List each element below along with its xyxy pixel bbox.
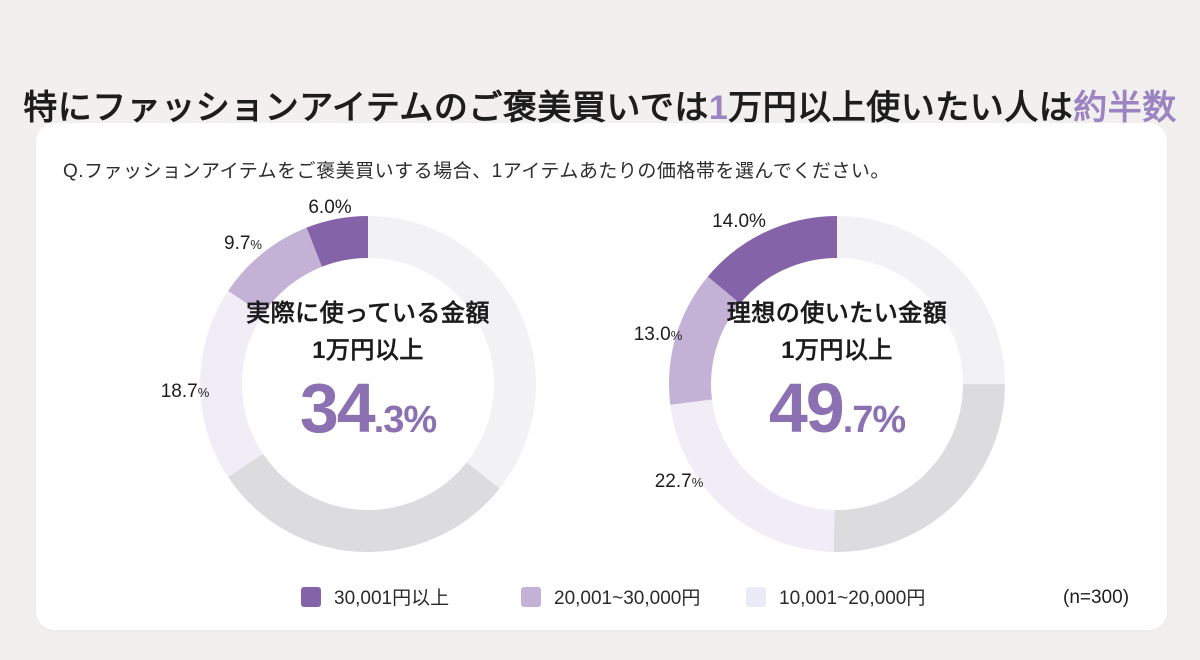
- callout-actual-30001: 6.0%: [308, 197, 352, 218]
- donut-chart-actual: [200, 216, 536, 552]
- legend-swatch-10001: [746, 586, 766, 607]
- donut-actual-subtitle: 1万円以上: [312, 337, 424, 364]
- donut-actual-value: 34.3%: [299, 369, 437, 447]
- donut-ideal-subtitle: 1万円以上: [781, 337, 893, 364]
- legend-item-20001: 20,001~30,000円: [521, 583, 700, 610]
- title-accent-1: 1: [708, 88, 729, 127]
- callout-ideal-30001: 14.0%: [712, 211, 766, 232]
- callout-ideal-10001: 22.7%: [654, 471, 704, 492]
- title-text-2: 万円以上使いたい人は: [728, 88, 1074, 127]
- page-title: 特にファッションアイテムのご褒美買いでは1万円以上使いたい人は約半数: [0, 80, 1200, 129]
- legend-label-30001: 30,001円以上: [334, 588, 450, 609]
- donut-ideal-center: 理想の使いたい金額 1万円以上 49.7%: [727, 295, 948, 465]
- donut-actual-title: 実際に使っている金額: [246, 300, 490, 327]
- question-text: Q.ファッションアイテムをご褒美買いする場合、1アイテムあたりの価格帯を選んでく…: [63, 161, 890, 182]
- legend-item-30001: 30,001円以上: [301, 583, 449, 610]
- title-text-1: 特にファッションアイテムのご褒美買いでは: [23, 88, 709, 127]
- donut-ideal-title: 理想の使いたい金額: [726, 300, 948, 327]
- legend-label-10001: 10,001~20,000円: [779, 588, 926, 609]
- callout-ideal-20001: 13.0%: [633, 324, 683, 345]
- legend-label-20001: 20,001~30,000円: [554, 588, 701, 609]
- donut-actual-center: 実際に使っている金額 1万円以上 34.3%: [246, 295, 490, 465]
- donut-chart-ideal: [669, 216, 1005, 552]
- sample-size-note: (n=300): [1063, 587, 1130, 608]
- callout-actual-10001: 18.7%: [160, 381, 210, 402]
- legend-swatch-20001: [521, 586, 541, 607]
- survey-card: Q.ファッションアイテムをご褒美買いする場合、1アイテムあたりの価格帯を選んでく…: [36, 123, 1167, 630]
- title-accent-2: 約半数: [1073, 88, 1177, 127]
- legend-item-10001: 10,001~20,000円: [746, 583, 925, 610]
- donut-ideal-value: 49.7%: [768, 369, 906, 447]
- legend-swatch-30001: [301, 586, 321, 607]
- callout-actual-20001: 9.7%: [224, 233, 262, 254]
